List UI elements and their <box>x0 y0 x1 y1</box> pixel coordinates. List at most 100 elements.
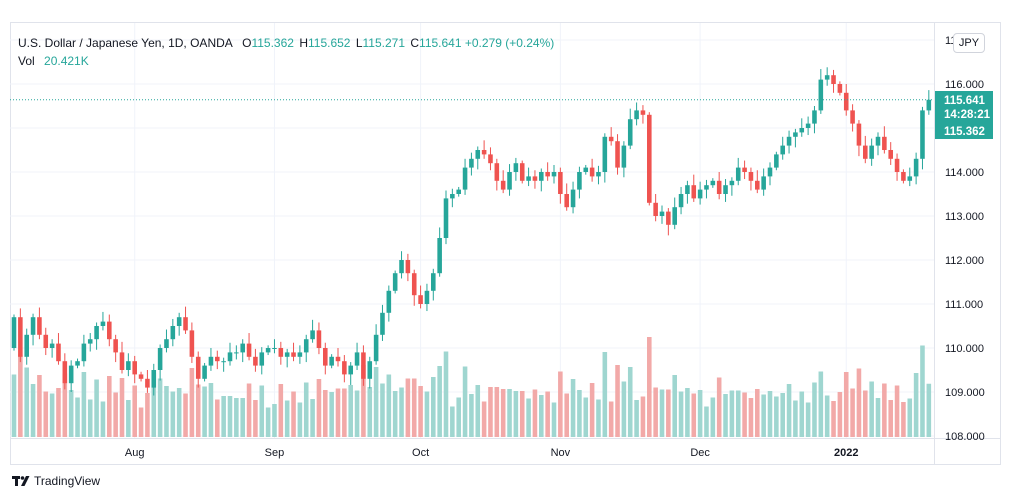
candle-body <box>259 352 265 366</box>
candle-body <box>240 343 245 353</box>
open-label: O <box>242 36 252 50</box>
candle-body <box>475 150 481 159</box>
volume-bar <box>748 398 754 437</box>
volume-bar <box>113 392 118 437</box>
volume-bar <box>723 394 728 437</box>
candle-body <box>500 180 506 190</box>
volume-bar <box>75 397 80 437</box>
volume-bar <box>87 399 93 437</box>
volume-bar <box>221 396 226 437</box>
candle-body <box>888 150 893 159</box>
candle-body <box>145 378 150 388</box>
volume-value: 20.421K <box>44 54 89 68</box>
volume-bar <box>475 385 481 437</box>
candle-body <box>335 356 341 362</box>
candle-body <box>793 132 798 137</box>
volume-bar <box>640 396 646 437</box>
high-label: H <box>299 36 308 50</box>
candle-body <box>386 290 392 313</box>
candle-body <box>424 290 430 304</box>
candle-body <box>602 136 608 172</box>
volume-bar <box>678 391 684 437</box>
brand-name[interactable]: TradingView <box>34 474 101 488</box>
volume-bar <box>532 389 538 437</box>
volume-bar <box>755 389 760 437</box>
volume-bar <box>195 384 201 437</box>
candle-body <box>596 172 601 177</box>
candle-body <box>780 145 785 155</box>
volume-bar <box>545 391 550 437</box>
candle-body <box>164 339 169 348</box>
volume-bar <box>246 383 252 437</box>
volume-bar <box>774 396 779 437</box>
volume-bar <box>583 397 589 437</box>
volume-bar <box>284 400 290 437</box>
volume-bar <box>558 371 563 437</box>
symbol-title[interactable]: U.S. Dollar / Japanese Yen, 1D, OANDA <box>18 36 233 50</box>
candle-body <box>56 343 61 362</box>
volume-bar <box>170 391 176 437</box>
volume-bar <box>875 398 881 437</box>
candle-body <box>253 356 258 366</box>
volume-bar <box>30 384 36 437</box>
last-price-label-bg <box>935 91 993 123</box>
high-value: 115.652 <box>307 36 351 50</box>
candle-body <box>443 198 449 238</box>
candle-body <box>647 114 652 203</box>
volume-bar <box>462 366 468 437</box>
candle-body <box>786 136 792 146</box>
volume-bar <box>107 376 112 437</box>
volume-bar <box>138 407 144 437</box>
candle-body <box>513 163 519 172</box>
candle-body <box>920 110 925 159</box>
volume-bar <box>742 392 747 437</box>
volume-bar <box>627 367 633 437</box>
volume-bar <box>278 384 284 437</box>
volume-bar <box>704 406 709 437</box>
candle-body <box>43 334 49 348</box>
volume-bar <box>62 373 68 437</box>
volume-bar <box>291 391 296 437</box>
volume-bar <box>647 337 652 437</box>
volume-bar <box>418 386 423 437</box>
candle-body <box>24 334 29 357</box>
time-axis[interactable]: Aug Sep Oct Nov Dec 2022 <box>125 447 859 459</box>
volume-bar <box>882 383 887 437</box>
x-tick-label: Aug <box>125 447 145 459</box>
x-tick-label: Dec <box>690 447 710 459</box>
volume-bar <box>710 397 716 437</box>
candle-body <box>138 374 144 379</box>
currency-badge[interactable]: JPY <box>953 33 985 53</box>
candle-body <box>456 189 461 194</box>
volume-bar <box>685 388 690 437</box>
candle-body <box>678 194 684 208</box>
candle-body <box>577 172 582 190</box>
volume-bar <box>24 367 29 437</box>
candle-body <box>621 145 627 168</box>
volume-bar <box>761 394 766 437</box>
candle-body <box>507 172 512 190</box>
candle-body <box>856 123 862 146</box>
candle-body <box>799 128 805 133</box>
volume-bar <box>126 400 131 437</box>
volume-bar <box>926 383 932 437</box>
candle-body <box>913 158 919 177</box>
y-tick-label: 114.000 <box>945 167 984 179</box>
last-price-label: 115.641 <box>944 95 986 107</box>
candle-body <box>367 361 373 379</box>
candle-body <box>11 317 17 348</box>
close-value: 115.641 <box>419 36 462 50</box>
volume-bar <box>824 395 830 437</box>
candle-body <box>87 339 93 344</box>
countdown-label: 14:28:21 <box>944 109 991 121</box>
candle-body <box>805 123 811 128</box>
candle-body <box>767 167 773 177</box>
volume-bar <box>431 377 436 437</box>
candle-body <box>697 189 703 199</box>
candle-body <box>894 158 900 172</box>
candle-body <box>869 145 874 159</box>
candle-body <box>195 356 201 379</box>
candle-body <box>519 163 525 181</box>
volume-label: Vol <box>18 54 35 68</box>
